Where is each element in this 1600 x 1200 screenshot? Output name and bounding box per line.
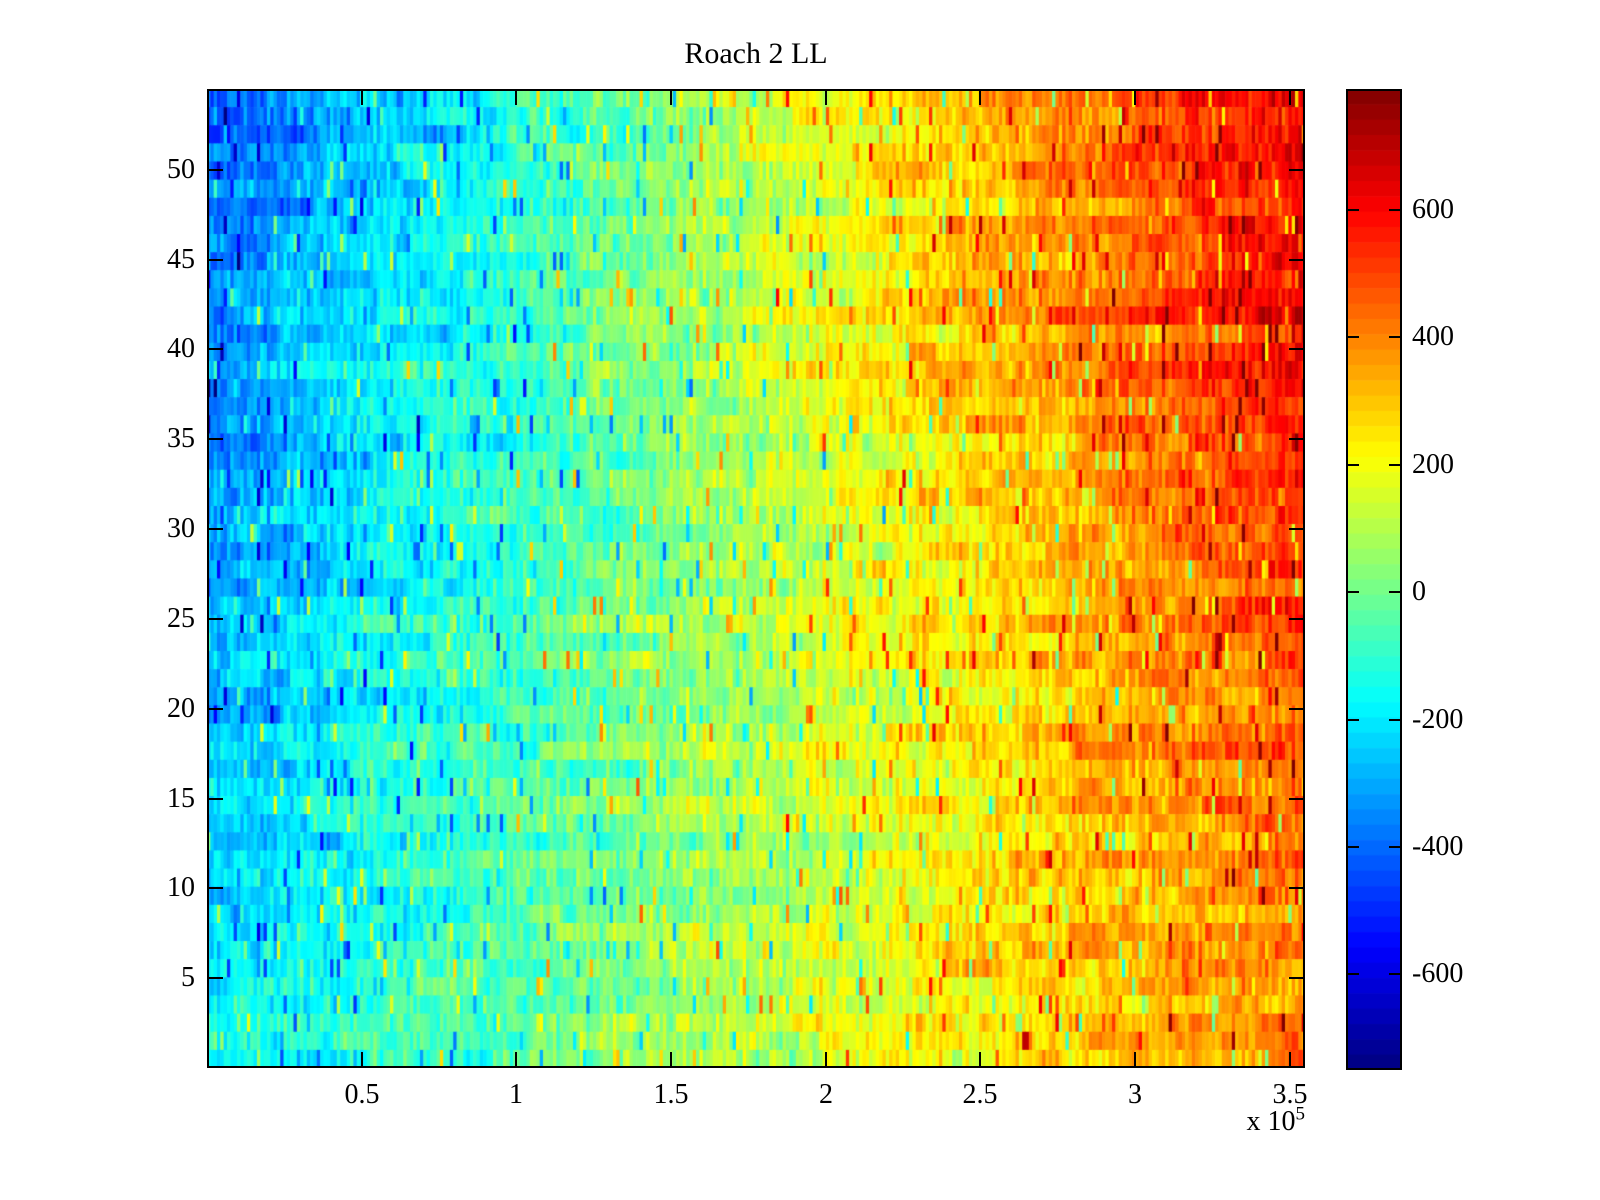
x-tick-label: 3 [1128, 1079, 1142, 1110]
y-tick-label: 15 [167, 783, 195, 814]
heatmap-canvas [207, 89, 1305, 1068]
x-axis-exponent-power: 5 [1295, 1103, 1306, 1125]
colorbar-tick-label: -200 [1412, 704, 1464, 735]
x-tick-label: 1.5 [653, 1079, 689, 1110]
y-tick-label: 40 [167, 333, 195, 364]
x-tick-label: 2 [819, 1079, 833, 1110]
x-axis-exponent-mantissa: x 10 [1246, 1106, 1296, 1137]
y-tick-label: 45 [167, 244, 195, 275]
colorbar-tick-label: -600 [1412, 958, 1464, 989]
chart-title: Roach 2 LL [684, 37, 828, 70]
x-tick-label: 1 [509, 1079, 523, 1110]
x-axis-exponent-label: x 105 [1145, 1096, 1306, 1156]
x-tick-label: 3.5 [1272, 1079, 1308, 1110]
y-tick-label: 30 [167, 513, 195, 544]
colorbar-canvas [1346, 89, 1402, 1070]
y-tick-label: 25 [167, 603, 195, 634]
colorbar-tick-label: 600 [1412, 194, 1454, 225]
x-tick-label: 0.5 [344, 1079, 380, 1110]
y-tick-label: 10 [167, 872, 195, 903]
y-tick-label: 20 [167, 693, 195, 724]
colorbar-tick-label: -400 [1412, 831, 1464, 862]
y-tick-label: 35 [167, 423, 195, 454]
colorbar-tick-label: 200 [1412, 449, 1454, 480]
y-tick-label: 5 [181, 962, 195, 993]
y-tick-label: 50 [167, 154, 195, 185]
x-tick-label: 2.5 [962, 1079, 998, 1110]
colorbar-tick-label: 400 [1412, 321, 1454, 352]
colorbar-tick-label: 0 [1412, 576, 1426, 607]
